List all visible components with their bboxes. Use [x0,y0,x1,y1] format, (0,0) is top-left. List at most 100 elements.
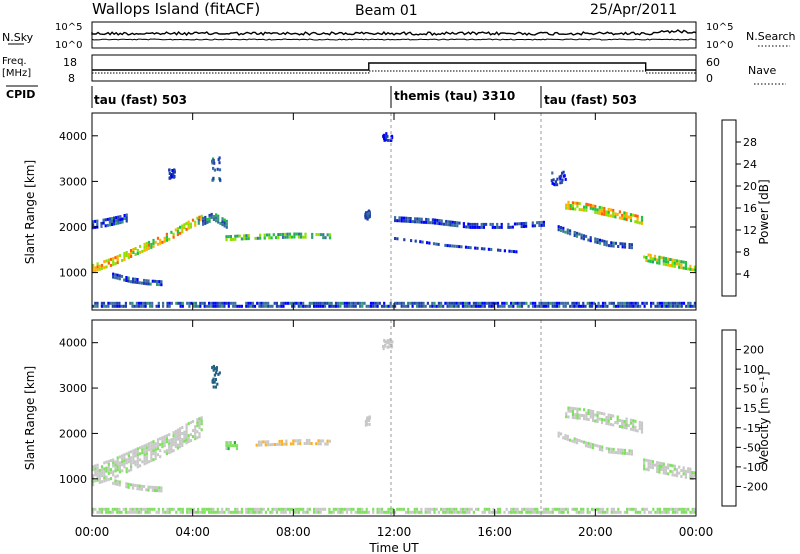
power-cell [651,257,654,261]
power-cell [111,304,114,308]
power-cell [597,301,600,305]
power-cell [605,213,608,217]
power-cell [367,209,371,213]
velocity-cell [187,422,190,426]
velocity-cell [693,507,696,511]
power-cell [583,205,586,209]
velocity-cell [634,419,637,423]
velocity-cell [687,467,690,471]
power-cell [302,235,305,239]
power-cell [551,171,554,175]
velocity-cell [453,507,456,511]
velocity-cell [684,472,687,476]
velocity-cell [592,419,595,422]
power-cell [555,301,559,305]
power-cell [610,241,613,245]
velocity-cell [191,429,195,433]
power-cell [661,304,664,308]
velocity-cell [135,510,138,514]
power-cell [619,304,622,308]
power-cell [352,301,355,305]
power-cell [610,301,613,305]
power-cell [223,301,226,305]
power-cell [134,247,137,250]
power-cell [618,216,621,220]
velocity-cell [315,510,318,514]
power-cell [125,216,128,220]
power-cell [264,304,268,308]
power-cell [678,262,681,266]
velocity-cell [227,441,230,445]
power-cell [574,207,577,211]
velocity-cell [435,507,438,511]
power-cell [462,222,465,226]
velocity-cell [673,473,676,477]
power-cell [260,304,263,308]
power-cell [612,301,615,305]
power-cell [187,226,190,230]
velocity-cell [459,507,462,511]
power-cell [458,245,461,249]
velocity-cell [136,465,139,469]
power-cell [114,256,117,260]
velocity-cell [260,440,263,444]
velocity-cell [151,507,154,511]
power-cell [545,301,548,305]
velocity-cell [339,510,342,514]
velocity-cell [299,442,302,446]
power-cell [328,304,331,308]
power-cell [551,181,554,185]
sky-right-tick-bottom: 10^0 [706,40,733,51]
velocity-cell [127,482,130,486]
velocity-cell [330,510,333,514]
power-cell [118,274,121,278]
cpid-label: CPID [6,88,35,101]
velocity-cell [594,413,597,417]
velocity-cell [181,432,184,435]
velocity-cell [623,451,627,455]
figure-title: Wallops Island (fitACF) [92,0,260,18]
velocity-cell [589,409,592,413]
velocity-cell [383,510,386,514]
power-cell [618,210,621,214]
velocity-cell [372,507,375,511]
power-cell [449,220,452,224]
velocity-cell [257,440,261,444]
velocity-cell [571,407,574,410]
power-cell [675,259,679,263]
power-cell [658,258,661,262]
power-cell [117,215,120,219]
velocity-cell [286,507,289,511]
velocity-cell [179,445,182,449]
velocity-cell [129,510,132,514]
velocity-cell [640,427,644,431]
velocity-cell [643,510,646,514]
power-cell [191,218,195,222]
velocity-cell [652,507,655,511]
power-cell [398,219,401,223]
power-cell [479,304,482,308]
power-cell [210,304,213,308]
power-cell [674,304,677,308]
power-cell [204,221,207,225]
power-cell [540,223,543,227]
velocity-cell [389,507,392,511]
power-cell [503,249,506,253]
power-cell [561,171,564,175]
power-cell [141,249,144,253]
velocity-cell [625,423,628,427]
velocity-cell [179,510,182,514]
velocity-cell [429,507,432,511]
power-cell [251,301,254,305]
velocity-cell [152,440,155,444]
power-cell [115,216,118,220]
power-cell [542,304,545,308]
power-cell [459,301,462,305]
velocity-cell [640,430,644,434]
velocity-cell [426,510,429,514]
velocity-cell [127,469,130,473]
power-ylabel: Slant Range [km] [23,160,37,264]
power-cell [671,301,675,305]
x-tick-label: 08:00 [276,525,311,539]
power-cell [341,301,344,305]
